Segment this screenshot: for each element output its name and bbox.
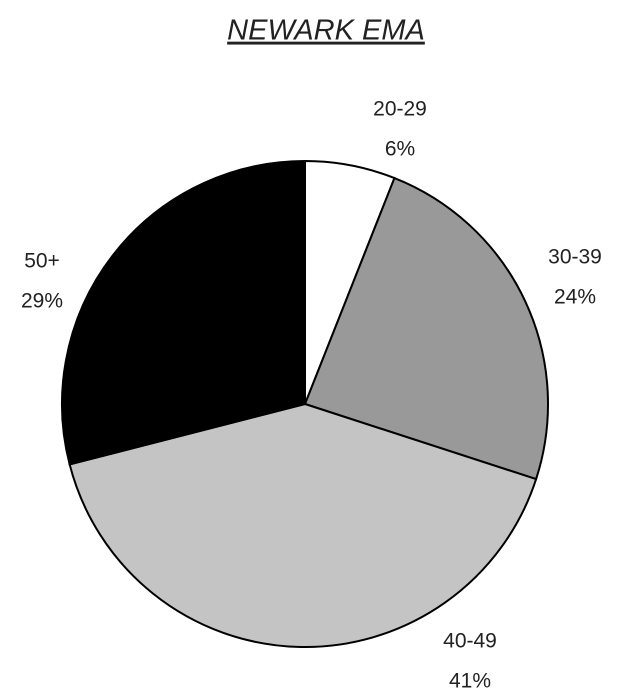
slice-category-label: 40-49 [443,630,497,653]
pie-slice [68,402,538,648]
slice-category-label: 20-29 [373,98,427,121]
slice-category-label: 50+ [24,250,60,273]
slice-value-label: 6% [385,138,415,161]
slice-value-label: 24% [554,286,596,309]
pie [61,159,549,648]
slice-value-label: 29% [21,290,63,313]
pie-slice [61,159,306,466]
slice-category-label: 30-39 [548,246,602,269]
pie-slice [303,176,549,481]
slice-value-label: 41% [449,670,491,693]
chart-title: NEWARK EMA [227,15,425,47]
